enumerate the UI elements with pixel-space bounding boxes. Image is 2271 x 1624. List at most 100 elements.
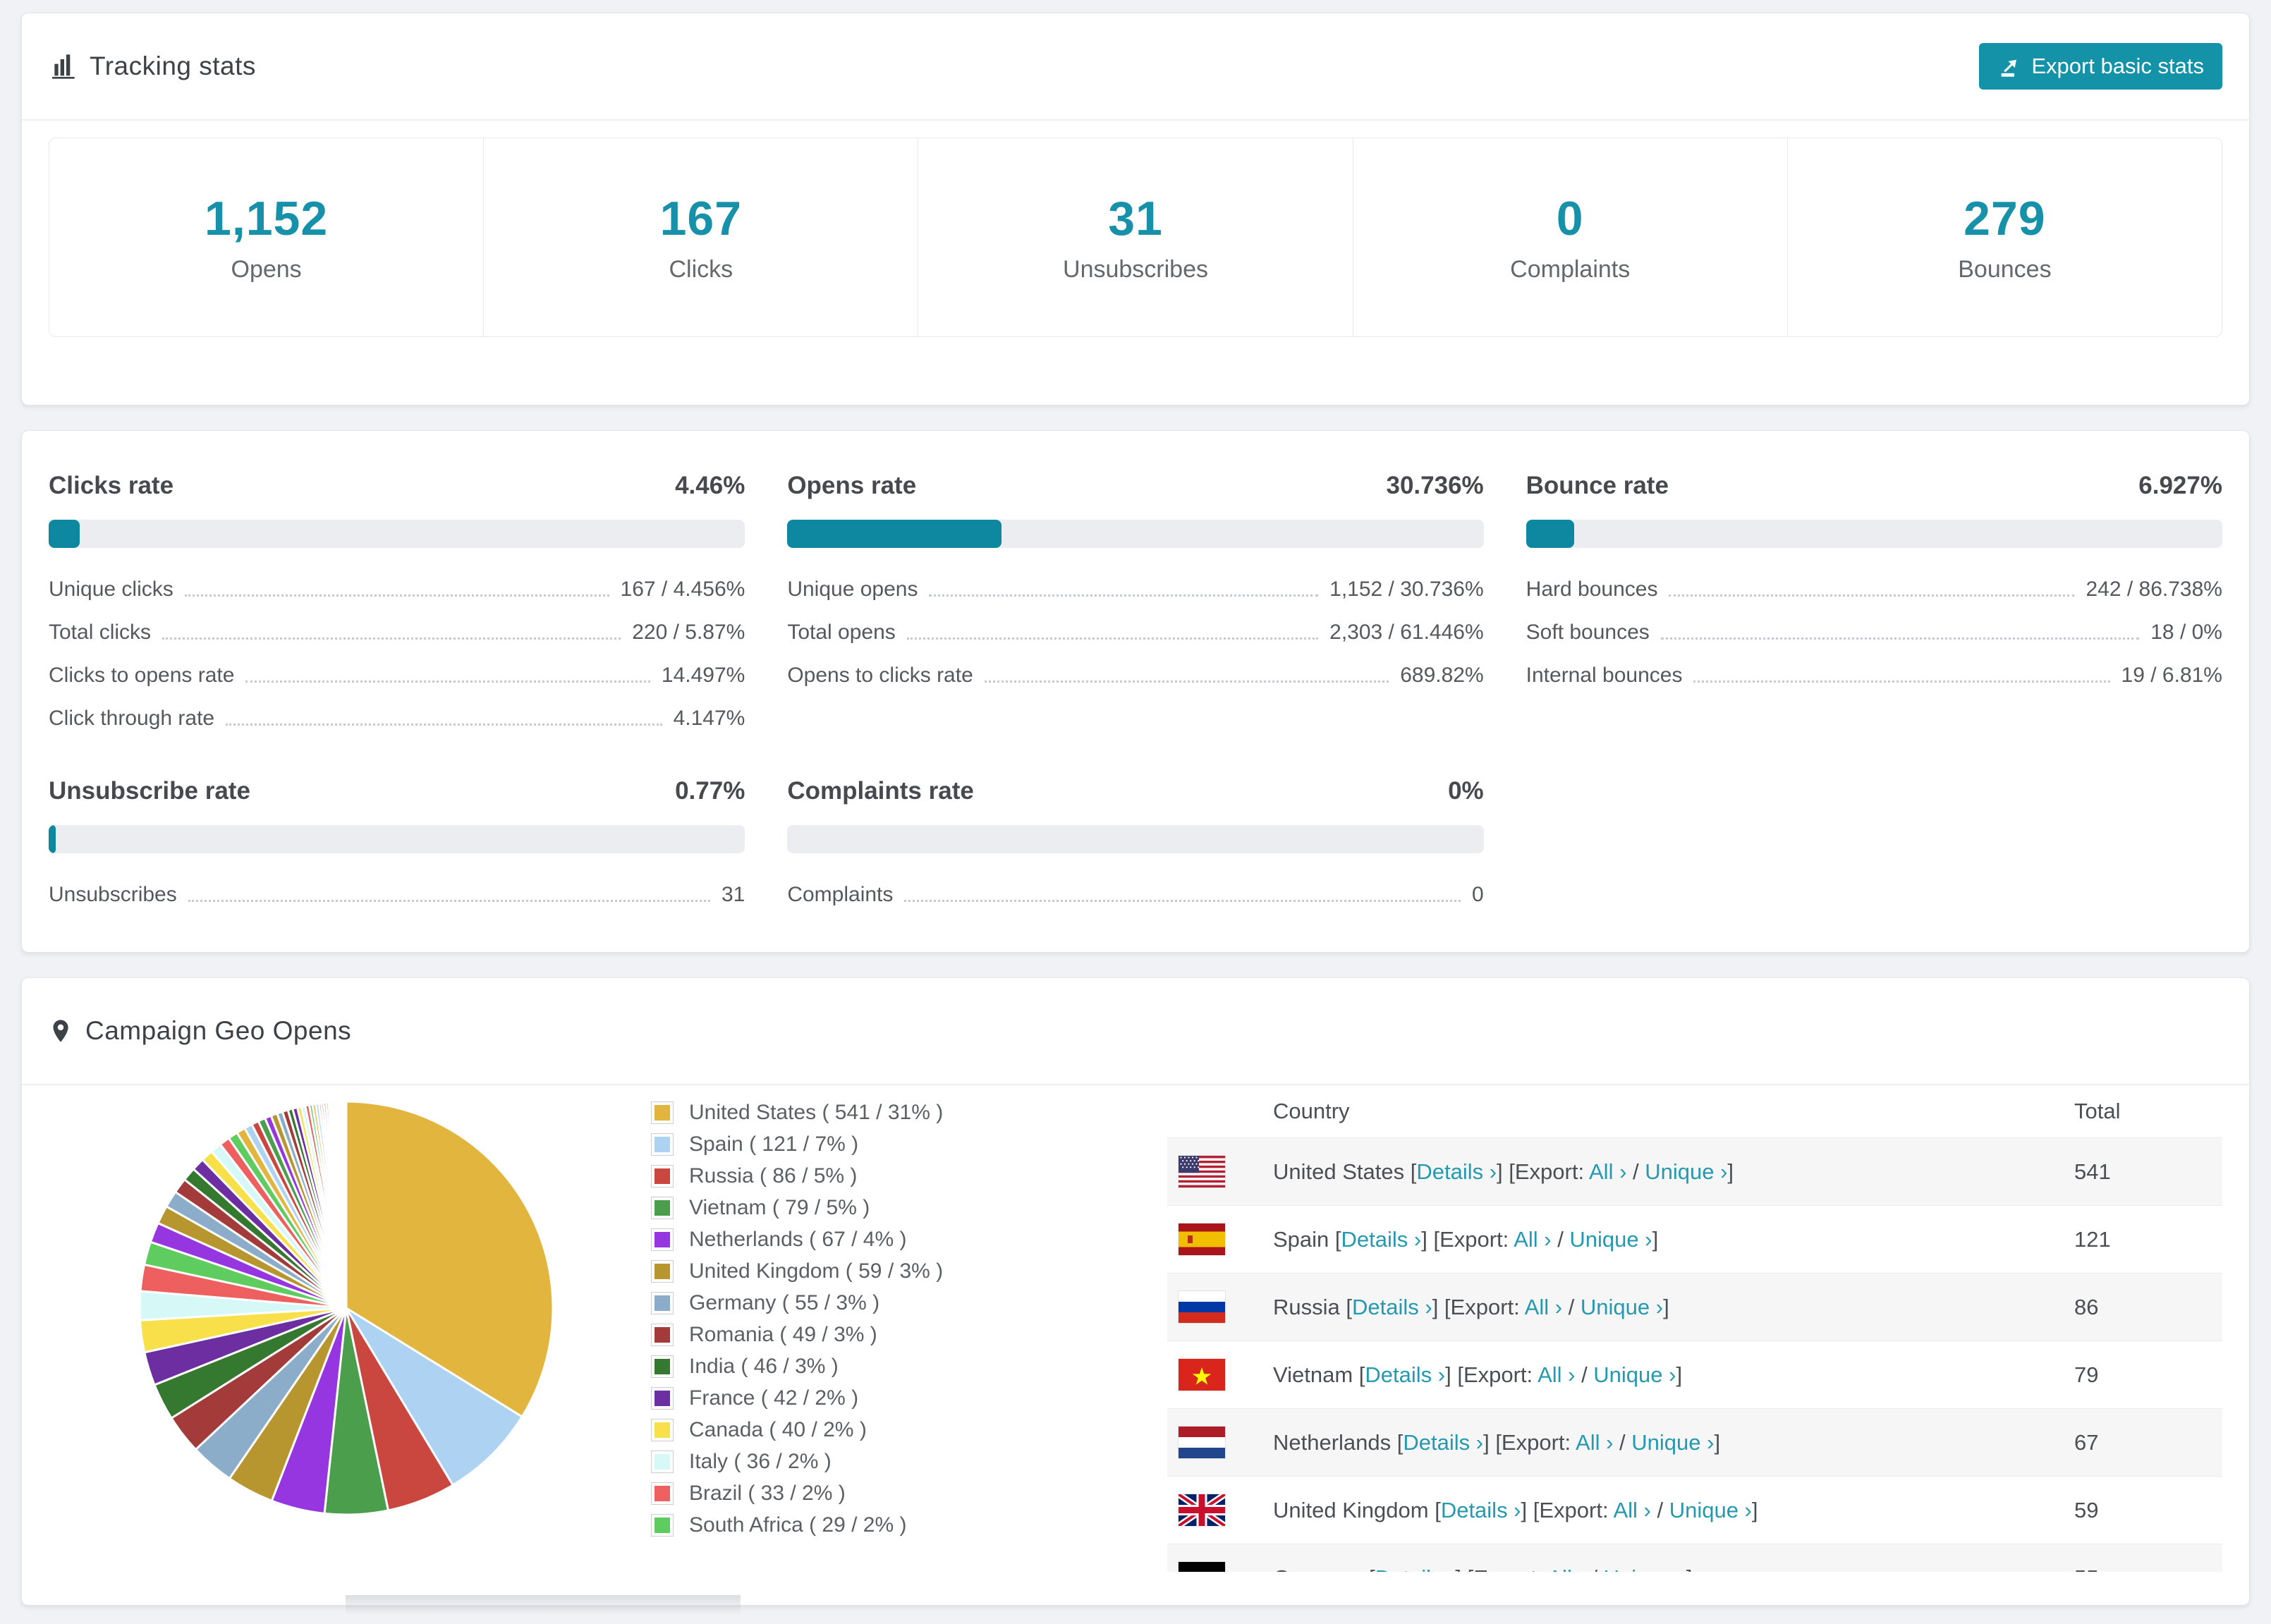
rate-detail-row: Total opens 2,303 / 61.446%	[787, 621, 1483, 645]
pie-slice-spain[interactable]	[345, 1307, 523, 1486]
legend-label: Germany ( 55 / 3% )	[689, 1291, 880, 1314]
legend-item-germany: Germany ( 55 / 3% )	[651, 1291, 943, 1315]
legend-swatch	[651, 1419, 674, 1441]
details-link[interactable]: Details ›	[1375, 1565, 1456, 1573]
country-name: United States	[1273, 1159, 1405, 1184]
legend-swatch	[651, 1133, 674, 1156]
dotted-leader	[1669, 594, 2075, 597]
legend-label: Vietnam ( 79 / 5% )	[689, 1196, 870, 1219]
rate-detail-value: 14.497%	[661, 664, 745, 687]
details-link[interactable]: Details ›	[1365, 1362, 1446, 1387]
legend-item-vietnam: Vietnam ( 79 / 5% )	[651, 1196, 943, 1220]
legend-item-netherlands: Netherlands ( 67 / 4% )	[651, 1228, 943, 1252]
geo-table-row-vietnam: Vietnam [Details ›] [Export: All › / Uni…	[1167, 1341, 2222, 1408]
stats-wrap: 1,152 Opens 167 Clicks 31 Unsubscribes 0 Compla…	[22, 121, 2249, 405]
details-link[interactable]: Details ›	[1352, 1294, 1432, 1319]
details-link[interactable]: Details ›	[1440, 1497, 1521, 1522]
legend-label: Italy ( 36 / 2% )	[689, 1450, 832, 1473]
flag-vn-icon	[1179, 1359, 1225, 1391]
details-link[interactable]: Details ›	[1403, 1429, 1484, 1455]
pie-slice-united-states[interactable]	[345, 1100, 554, 1418]
rate-value: 0.77%	[675, 777, 745, 805]
legend-item-brazil: Brazil ( 33 / 2% )	[651, 1482, 943, 1506]
legend-label: Russia ( 86 / 5% )	[689, 1164, 858, 1188]
stat-value: 279	[1963, 192, 2046, 245]
stat-label: Clicks	[669, 256, 733, 283]
rate-detail-value: 689.82%	[1400, 664, 1484, 687]
export-unique-link[interactable]: Unique ›	[1593, 1362, 1676, 1387]
export-unique-link[interactable]: Unique ›	[1669, 1497, 1752, 1522]
dotted-leader	[184, 594, 609, 597]
export-unique-link[interactable]: Unique ›	[1580, 1294, 1664, 1319]
stat-label: Bounces	[1958, 256, 2052, 283]
dotted-leader	[984, 680, 1389, 683]
rate-value: 0%	[1448, 777, 1484, 805]
rate-value: 6.927%	[2138, 472, 2222, 499]
rate-detail-label: Soft bounces	[1526, 621, 1650, 644]
export-unique-link[interactable]: Unique ›	[1631, 1429, 1715, 1455]
stat-box-opens: 1,152 Opens	[49, 138, 485, 336]
rate-detail-row: Hard bounces 242 / 86.738%	[1526, 578, 2222, 602]
country-total: 121	[2074, 1226, 2111, 1252]
stat-box-bounces: 279 Bounces	[1788, 138, 2222, 336]
export-all-link[interactable]: All ›	[1538, 1362, 1576, 1387]
geo-opens-header: Campaign Geo Opens	[22, 978, 2249, 1085]
rate-block-unsubscribe-rate: Unsubscribe rate 0.77% Unsubscribes 31	[49, 777, 745, 907]
rate-detail-row: Internal bounces 19 / 6.81%	[1526, 664, 2222, 688]
rate-detail-value: 167 / 4.456%	[620, 578, 745, 601]
progress-bar-track	[787, 825, 1484, 853]
details-link[interactable]: Details ›	[1341, 1226, 1422, 1252]
export-all-link[interactable]: All ›	[1547, 1565, 1585, 1573]
rate-detail-row: Unique clicks 167 / 4.456%	[49, 578, 745, 602]
stat-label: Unsubscribes	[1063, 256, 1208, 283]
stat-label: Opens	[231, 256, 302, 283]
legend-item-united-states: United States ( 541 / 31% )	[651, 1101, 943, 1125]
rate-detail-value: 2,303 / 61.446%	[1329, 621, 1484, 644]
rate-title: Bounce rate	[1526, 472, 1669, 499]
rate-detail-row: Unique opens 1,152 / 30.736%	[787, 578, 1483, 602]
legend-swatch	[651, 1228, 674, 1251]
export-icon	[2002, 59, 2017, 77]
map-pin-icon	[53, 1020, 68, 1042]
country-total: 79	[2074, 1362, 2099, 1387]
flag-gb-icon	[1179, 1494, 1225, 1526]
dotted-leader	[906, 637, 1319, 640]
stat-value: 167	[659, 192, 743, 245]
details-link[interactable]: Details ›	[1416, 1159, 1497, 1184]
export-unique-link[interactable]: Unique ›	[1569, 1226, 1652, 1252]
stat-value: 31	[1108, 192, 1163, 245]
legend-swatch	[651, 1292, 674, 1314]
export-all-link[interactable]: All ›	[1514, 1226, 1552, 1252]
legend-swatch	[651, 1355, 674, 1378]
rate-detail-value: 19 / 6.81%	[2121, 664, 2222, 687]
rate-detail-label: Unsubscribes	[49, 883, 177, 906]
dotted-leader	[1660, 637, 2140, 640]
export-unique-link[interactable]: Unique ›	[1604, 1565, 1686, 1573]
rate-title: Complaints rate	[787, 777, 974, 805]
legend-label: United Kingdom ( 59 / 3% )	[689, 1259, 944, 1283]
rate-detail-row: Unsubscribes 31	[49, 883, 745, 907]
export-all-link[interactable]: All ›	[1589, 1159, 1627, 1184]
rate-detail-value: 242 / 86.738%	[2086, 578, 2222, 601]
rate-detail-row: Clicks to opens rate 14.497%	[49, 664, 745, 688]
export-basic-stats-button[interactable]: Export basic stats	[1979, 43, 2222, 90]
export-unique-link[interactable]: Unique ›	[1645, 1159, 1728, 1184]
rate-detail-label: Click through rate	[49, 707, 215, 730]
rate-value: 30.736%	[1386, 472, 1484, 499]
legend-swatch	[651, 1387, 674, 1410]
country-name: Netherlands	[1273, 1429, 1392, 1455]
export-all-link[interactable]: All ›	[1524, 1294, 1563, 1319]
dotted-leader	[245, 680, 650, 683]
export-all-link[interactable]: All ›	[1576, 1429, 1614, 1455]
flag-ru-icon	[1179, 1291, 1225, 1323]
export-all-link[interactable]: All ›	[1613, 1497, 1651, 1522]
rate-detail-row: Total clicks 220 / 5.87%	[49, 621, 745, 645]
stat-value: 1,152	[205, 192, 329, 245]
dotted-leader	[1693, 680, 2110, 683]
rate-detail-value: 31	[721, 883, 745, 906]
dotted-leader	[162, 637, 621, 640]
rate-block-opens-rate: Opens rate 30.736% Unique opens 1,152 / …	[787, 472, 1484, 731]
legend-label: India ( 46 / 3% )	[689, 1355, 839, 1378]
legend-item-romania: Romania ( 49 / 3% )	[651, 1323, 943, 1347]
rate-detail-row: Soft bounces 18 / 0%	[1526, 621, 2222, 645]
